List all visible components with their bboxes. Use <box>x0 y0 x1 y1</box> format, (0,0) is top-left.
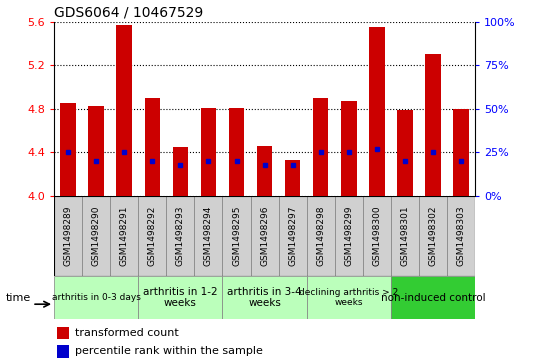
Bar <box>57 327 69 339</box>
Text: GSM1498302: GSM1498302 <box>429 206 437 266</box>
Bar <box>313 98 328 196</box>
Bar <box>145 98 160 196</box>
Bar <box>391 276 475 319</box>
Bar <box>110 196 138 276</box>
Text: GSM1498294: GSM1498294 <box>204 206 213 266</box>
Text: GSM1498298: GSM1498298 <box>316 206 325 266</box>
Text: GSM1498296: GSM1498296 <box>260 206 269 266</box>
Bar <box>341 101 356 196</box>
Bar <box>257 146 272 196</box>
Text: GSM1498291: GSM1498291 <box>120 206 129 266</box>
Bar <box>57 345 69 358</box>
Bar <box>447 196 475 276</box>
Text: arthritis in 1-2
weeks: arthritis in 1-2 weeks <box>143 287 218 309</box>
Text: GSM1498292: GSM1498292 <box>148 206 157 266</box>
Text: time: time <box>5 293 31 303</box>
Bar <box>60 103 76 196</box>
Text: GDS6064 / 10467529: GDS6064 / 10467529 <box>54 5 203 19</box>
Bar <box>391 196 419 276</box>
Text: transformed count: transformed count <box>75 328 178 338</box>
Bar <box>222 196 251 276</box>
Bar <box>117 25 132 196</box>
Bar <box>138 276 222 319</box>
Text: percentile rank within the sample: percentile rank within the sample <box>75 346 262 356</box>
Text: GSM1498295: GSM1498295 <box>232 206 241 266</box>
Bar <box>419 196 447 276</box>
Text: GSM1498293: GSM1498293 <box>176 206 185 266</box>
Bar <box>89 106 104 196</box>
Bar <box>82 196 110 276</box>
Bar <box>251 196 279 276</box>
Bar <box>285 160 300 196</box>
Text: arthritis in 0-3 days: arthritis in 0-3 days <box>52 293 140 302</box>
Text: GSM1498303: GSM1498303 <box>457 205 465 266</box>
Bar <box>173 147 188 196</box>
Bar <box>138 196 166 276</box>
Bar <box>426 54 441 196</box>
Text: GSM1498289: GSM1498289 <box>64 206 72 266</box>
Text: GSM1498290: GSM1498290 <box>92 206 100 266</box>
Bar <box>222 276 307 319</box>
Text: GSM1498301: GSM1498301 <box>401 205 409 266</box>
Text: GSM1498300: GSM1498300 <box>373 205 381 266</box>
Bar <box>397 110 413 196</box>
Bar <box>335 196 363 276</box>
Bar <box>54 276 138 319</box>
Text: arthritis in 3-4
weeks: arthritis in 3-4 weeks <box>227 287 302 309</box>
Text: declining arthritis > 2
weeks: declining arthritis > 2 weeks <box>299 288 399 307</box>
Bar <box>166 196 194 276</box>
Bar <box>194 196 222 276</box>
Text: GSM1498299: GSM1498299 <box>345 206 353 266</box>
Bar <box>307 196 335 276</box>
Bar <box>363 196 391 276</box>
Bar <box>454 109 469 196</box>
Text: non-induced control: non-induced control <box>381 293 485 303</box>
Bar <box>54 196 82 276</box>
Bar <box>279 196 307 276</box>
Text: GSM1498297: GSM1498297 <box>288 206 297 266</box>
Bar <box>201 108 216 196</box>
Bar <box>307 276 391 319</box>
Bar <box>369 27 384 196</box>
Bar <box>229 108 244 196</box>
